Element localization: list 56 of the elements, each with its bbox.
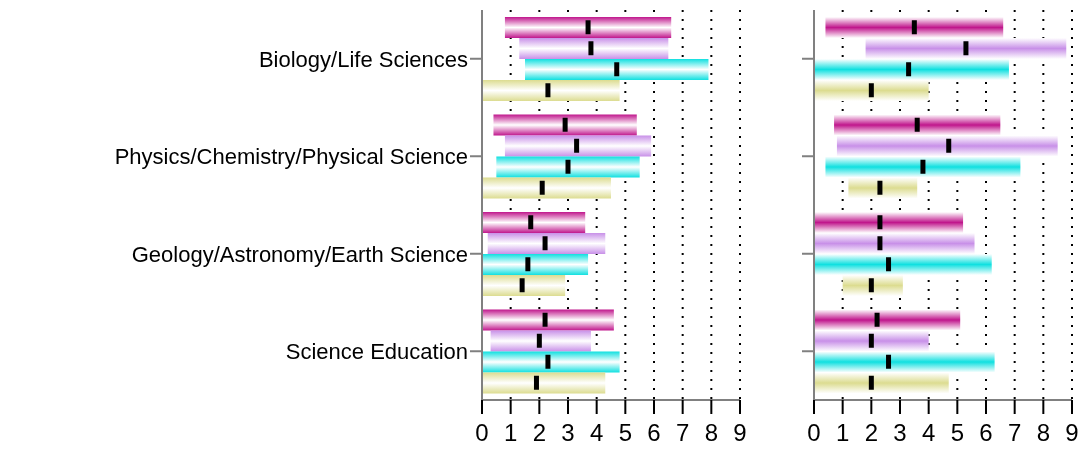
x-tick-label: 7 bbox=[675, 419, 690, 447]
x-tick-label: 3 bbox=[561, 419, 575, 447]
x-tick-label: 4 bbox=[921, 419, 936, 447]
bar bbox=[814, 351, 995, 373]
bar bbox=[482, 80, 620, 101]
x-tick-label: 9 bbox=[733, 419, 747, 447]
bar bbox=[814, 233, 975, 254]
bar bbox=[482, 351, 620, 373]
bar bbox=[836, 135, 1058, 157]
y-tick-label: Biology/Life Sciences bbox=[258, 46, 468, 72]
bar bbox=[848, 177, 918, 199]
y-tick-label: Physics/Chemistry/Physical Science bbox=[114, 144, 468, 170]
bar bbox=[825, 17, 1004, 38]
bar bbox=[814, 330, 929, 352]
bar bbox=[814, 80, 929, 101]
x-tick-label: 1 bbox=[503, 419, 518, 447]
x-tick-label: 3 bbox=[893, 419, 907, 447]
bar bbox=[865, 38, 1067, 59]
bar bbox=[504, 135, 652, 157]
x-tick-label: 6 bbox=[647, 419, 661, 447]
x-tick-label: 0 bbox=[475, 419, 489, 447]
bar bbox=[504, 17, 672, 38]
bar bbox=[482, 309, 614, 331]
bar bbox=[482, 275, 566, 296]
bar bbox=[493, 114, 637, 136]
x-tick-label: 8 bbox=[704, 419, 719, 447]
bar bbox=[814, 212, 964, 233]
bar bbox=[834, 114, 1001, 136]
bar bbox=[496, 156, 640, 178]
bar bbox=[482, 254, 589, 275]
x-tick-label: 1 bbox=[835, 419, 850, 447]
x-tick-label: 5 bbox=[618, 419, 633, 447]
x-tick-label: 5 bbox=[950, 419, 965, 447]
y-tick-label: Geology/Astronomy/Earth Science bbox=[131, 241, 468, 267]
bar bbox=[842, 275, 903, 296]
bar bbox=[814, 59, 1009, 80]
x-tick-label: 2 bbox=[532, 419, 547, 447]
y-tick-label: Science Education bbox=[285, 339, 468, 365]
x-tick-label: 7 bbox=[1007, 419, 1022, 447]
bar bbox=[814, 254, 992, 275]
x-tick-label: 0 bbox=[807, 419, 821, 447]
bar bbox=[482, 372, 606, 394]
bar bbox=[482, 212, 586, 233]
bar bbox=[525, 59, 709, 80]
bar bbox=[825, 156, 1021, 178]
x-tick-label: 9 bbox=[1065, 419, 1079, 447]
x-tick-label: 4 bbox=[589, 419, 604, 447]
x-tick-label: 2 bbox=[864, 419, 879, 447]
bar bbox=[482, 177, 611, 199]
x-tick-label: 6 bbox=[979, 419, 993, 447]
bar bbox=[814, 372, 949, 394]
bar bbox=[814, 309, 961, 331]
x-tick-label: 8 bbox=[1036, 419, 1051, 447]
bar bbox=[519, 38, 669, 59]
bar bbox=[487, 233, 606, 254]
bar bbox=[490, 330, 591, 352]
